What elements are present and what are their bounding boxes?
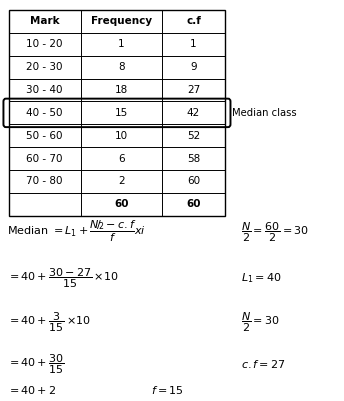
Text: 9: 9: [190, 62, 197, 72]
Text: 30 - 40: 30 - 40: [26, 85, 63, 95]
Text: 58: 58: [187, 154, 200, 164]
Text: 2: 2: [118, 176, 125, 186]
Text: 15: 15: [115, 108, 128, 118]
Text: $= 40 + \dfrac{30 - 27}{15}\times\!10$: $= 40 + \dfrac{30 - 27}{15}\times\!10$: [7, 266, 119, 290]
Text: c.f: c.f: [186, 16, 201, 26]
Text: 40 - 50: 40 - 50: [26, 108, 63, 118]
Text: 60: 60: [187, 176, 200, 186]
Text: 10: 10: [115, 131, 128, 141]
Text: 60: 60: [114, 199, 129, 209]
Text: $\dfrac{N}{2} = 30$: $\dfrac{N}{2} = 30$: [241, 310, 280, 334]
Text: 6: 6: [118, 154, 125, 164]
Text: 10 - 20: 10 - 20: [26, 39, 63, 49]
Text: 1: 1: [118, 39, 125, 49]
Text: $L_1 = 40$: $L_1 = 40$: [241, 271, 281, 285]
Text: $= 40 + 2$: $= 40 + 2$: [7, 384, 56, 396]
Text: 20 - 30: 20 - 30: [26, 62, 63, 72]
Text: 50 - 60: 50 - 60: [26, 131, 63, 141]
Text: 52: 52: [187, 131, 200, 141]
Text: 60 - 70: 60 - 70: [26, 154, 63, 164]
Text: 1: 1: [190, 39, 197, 49]
Text: Median $= L_1 + \dfrac{N\!/\!_2 - c.f}{f}xi$: Median $= L_1 + \dfrac{N\!/\!_2 - c.f}{f…: [7, 219, 146, 245]
Text: Mark: Mark: [30, 16, 60, 26]
Text: $f = 15$: $f = 15$: [151, 384, 184, 396]
Text: $\dfrac{N}{2} = \dfrac{60}{2} = 30$: $\dfrac{N}{2} = \dfrac{60}{2} = 30$: [241, 220, 309, 243]
Text: 18: 18: [115, 85, 128, 95]
Text: 60: 60: [186, 199, 201, 209]
Bar: [9, 10, 225, 216]
Text: $= 40 + \dfrac{30}{15}$: $= 40 + \dfrac{30}{15}$: [7, 352, 65, 376]
Text: 70 - 80: 70 - 80: [26, 176, 63, 186]
Text: Frequency: Frequency: [91, 16, 152, 26]
Text: $= 40 + \dfrac{3}{15}\times\!10$: $= 40 + \dfrac{3}{15}\times\!10$: [7, 310, 91, 334]
Text: $c.f = 27$: $c.f = 27$: [241, 358, 286, 370]
Text: 42: 42: [187, 108, 200, 118]
Text: Median class: Median class: [232, 108, 297, 118]
Text: 8: 8: [118, 62, 125, 72]
Text: 27: 27: [187, 85, 200, 95]
